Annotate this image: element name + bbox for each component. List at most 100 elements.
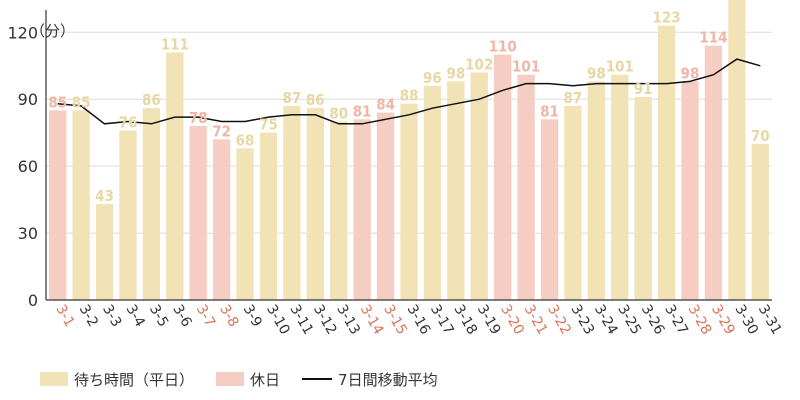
x-tick-label: 3-23	[567, 302, 597, 338]
bar-holiday	[681, 81, 699, 300]
data-label: 87	[564, 89, 583, 107]
bar-weekday	[283, 105, 301, 300]
legend-label-weekday: 待ち時間（平日）	[74, 370, 195, 389]
legend-swatch-holiday	[216, 372, 245, 386]
bar-weekday	[728, 0, 746, 301]
bar-weekday	[72, 110, 90, 300]
x-tick-label: 3-15	[380, 302, 410, 338]
data-label: 98	[587, 64, 606, 82]
bar-weekday	[236, 148, 254, 300]
x-tick-label: 3-31	[755, 302, 785, 338]
bar-holiday	[49, 110, 67, 300]
x-tick-label: 3-27	[661, 302, 691, 338]
bar-holiday	[353, 119, 371, 300]
data-label: 81	[540, 102, 559, 120]
x-tick-label: 3-18	[450, 302, 480, 338]
bar-weekday	[306, 108, 324, 301]
bar-weekday	[751, 143, 769, 300]
y-tick-label: 30	[18, 224, 38, 243]
x-tick-label: 3-22	[544, 302, 574, 338]
bar-weekday	[166, 52, 184, 301]
data-label: 84	[376, 96, 395, 114]
x-tick-label: 3-30	[731, 302, 761, 338]
legend-swatch-line	[302, 378, 333, 380]
data-label: 123	[653, 9, 681, 27]
bar-weekday	[657, 25, 676, 300]
data-label: 75	[259, 116, 278, 134]
legend-label-average: 7日間移動平均	[338, 370, 438, 389]
bar-weekday	[142, 108, 161, 301]
moving-average-line	[57, 58, 761, 125]
bar-weekday	[119, 130, 137, 300]
bar-weekday	[330, 121, 348, 301]
legend-item-holiday: 休日	[216, 369, 280, 390]
x-tick-label: 3-14	[357, 302, 387, 338]
legend-item-weekday: 待ち時間（平日）	[40, 369, 194, 390]
legend-swatch-weekday	[40, 372, 68, 386]
x-tick-label: 3-19	[474, 302, 504, 338]
data-label: 96	[423, 69, 442, 87]
x-tick-label: 3-17	[427, 302, 457, 338]
data-label: 81	[353, 102, 372, 120]
legend-item-average: 7日間移動平均	[302, 369, 438, 390]
x-tick-label: 3-28	[685, 302, 715, 338]
y-tick-label: 90	[18, 90, 38, 109]
x-tick-label: 3-16	[404, 302, 434, 338]
x-tick-label: 3-1	[52, 302, 77, 330]
bar-holiday	[189, 126, 207, 300]
data-label: 102	[465, 55, 493, 73]
data-label: 85	[72, 93, 91, 111]
x-tick-label: 3-2	[76, 302, 101, 330]
legend: 待ち時間（平日） 休日 7日間移動平均	[40, 368, 460, 390]
y-tick-label: 0	[28, 291, 38, 310]
bar-holiday	[517, 74, 535, 300]
bar-holiday	[212, 139, 231, 300]
data-label: 86	[142, 91, 161, 109]
bar-weekday	[634, 97, 652, 300]
x-tick-label: 3-3	[99, 302, 124, 330]
x-tick-label: 3-10	[263, 302, 293, 338]
x-tick-label: 3-26	[638, 302, 668, 338]
x-tick-label: 3-29	[708, 302, 738, 338]
y-tick-label: 120	[7, 23, 38, 42]
bar-holiday	[540, 119, 559, 300]
data-label: 43	[95, 187, 114, 205]
data-label: 68	[236, 131, 255, 149]
x-tick-label: 3-11	[286, 302, 316, 338]
bar-holiday	[494, 54, 512, 300]
x-tick-label: 3-12	[310, 302, 340, 338]
bar-weekday	[470, 72, 488, 300]
data-label: 76	[119, 113, 138, 131]
data-label: 70	[751, 127, 770, 145]
data-label: 80	[329, 105, 348, 123]
bar-holiday	[704, 45, 723, 300]
y-tick-label: 60	[18, 157, 38, 176]
x-tick-label: 3-5	[146, 302, 171, 330]
data-label: 98	[446, 64, 465, 82]
data-label: 86	[306, 91, 325, 109]
x-tick-label: 3-24	[591, 302, 621, 338]
y-axis: （分） 0 30 60 90 120	[7, 10, 75, 310]
data-label: 91	[634, 80, 653, 98]
x-tick-label: 3-7	[193, 302, 218, 330]
bar-weekday	[95, 204, 114, 300]
y-unit-label: （分）	[30, 22, 75, 40]
x-tick-label: 3-4	[123, 302, 148, 330]
x-tick-label: 3-8	[216, 302, 241, 330]
moving-average	[57, 58, 761, 125]
x-tick-label: 3-13	[333, 302, 363, 338]
data-label: 111	[161, 35, 189, 53]
data-label: 87	[283, 89, 302, 107]
bar-weekday	[447, 81, 465, 300]
legend-label-holiday: 休日	[250, 370, 281, 389]
x-tick-label: 3-25	[614, 302, 644, 338]
bar-weekday	[259, 132, 278, 300]
data-label: 72	[212, 122, 231, 140]
bar-weekday	[423, 85, 442, 300]
data-label: 78	[189, 109, 208, 127]
bar-weekday	[611, 74, 629, 300]
x-tick-label: 3-9	[240, 302, 265, 330]
x-tick-label: 3-20	[497, 302, 527, 338]
